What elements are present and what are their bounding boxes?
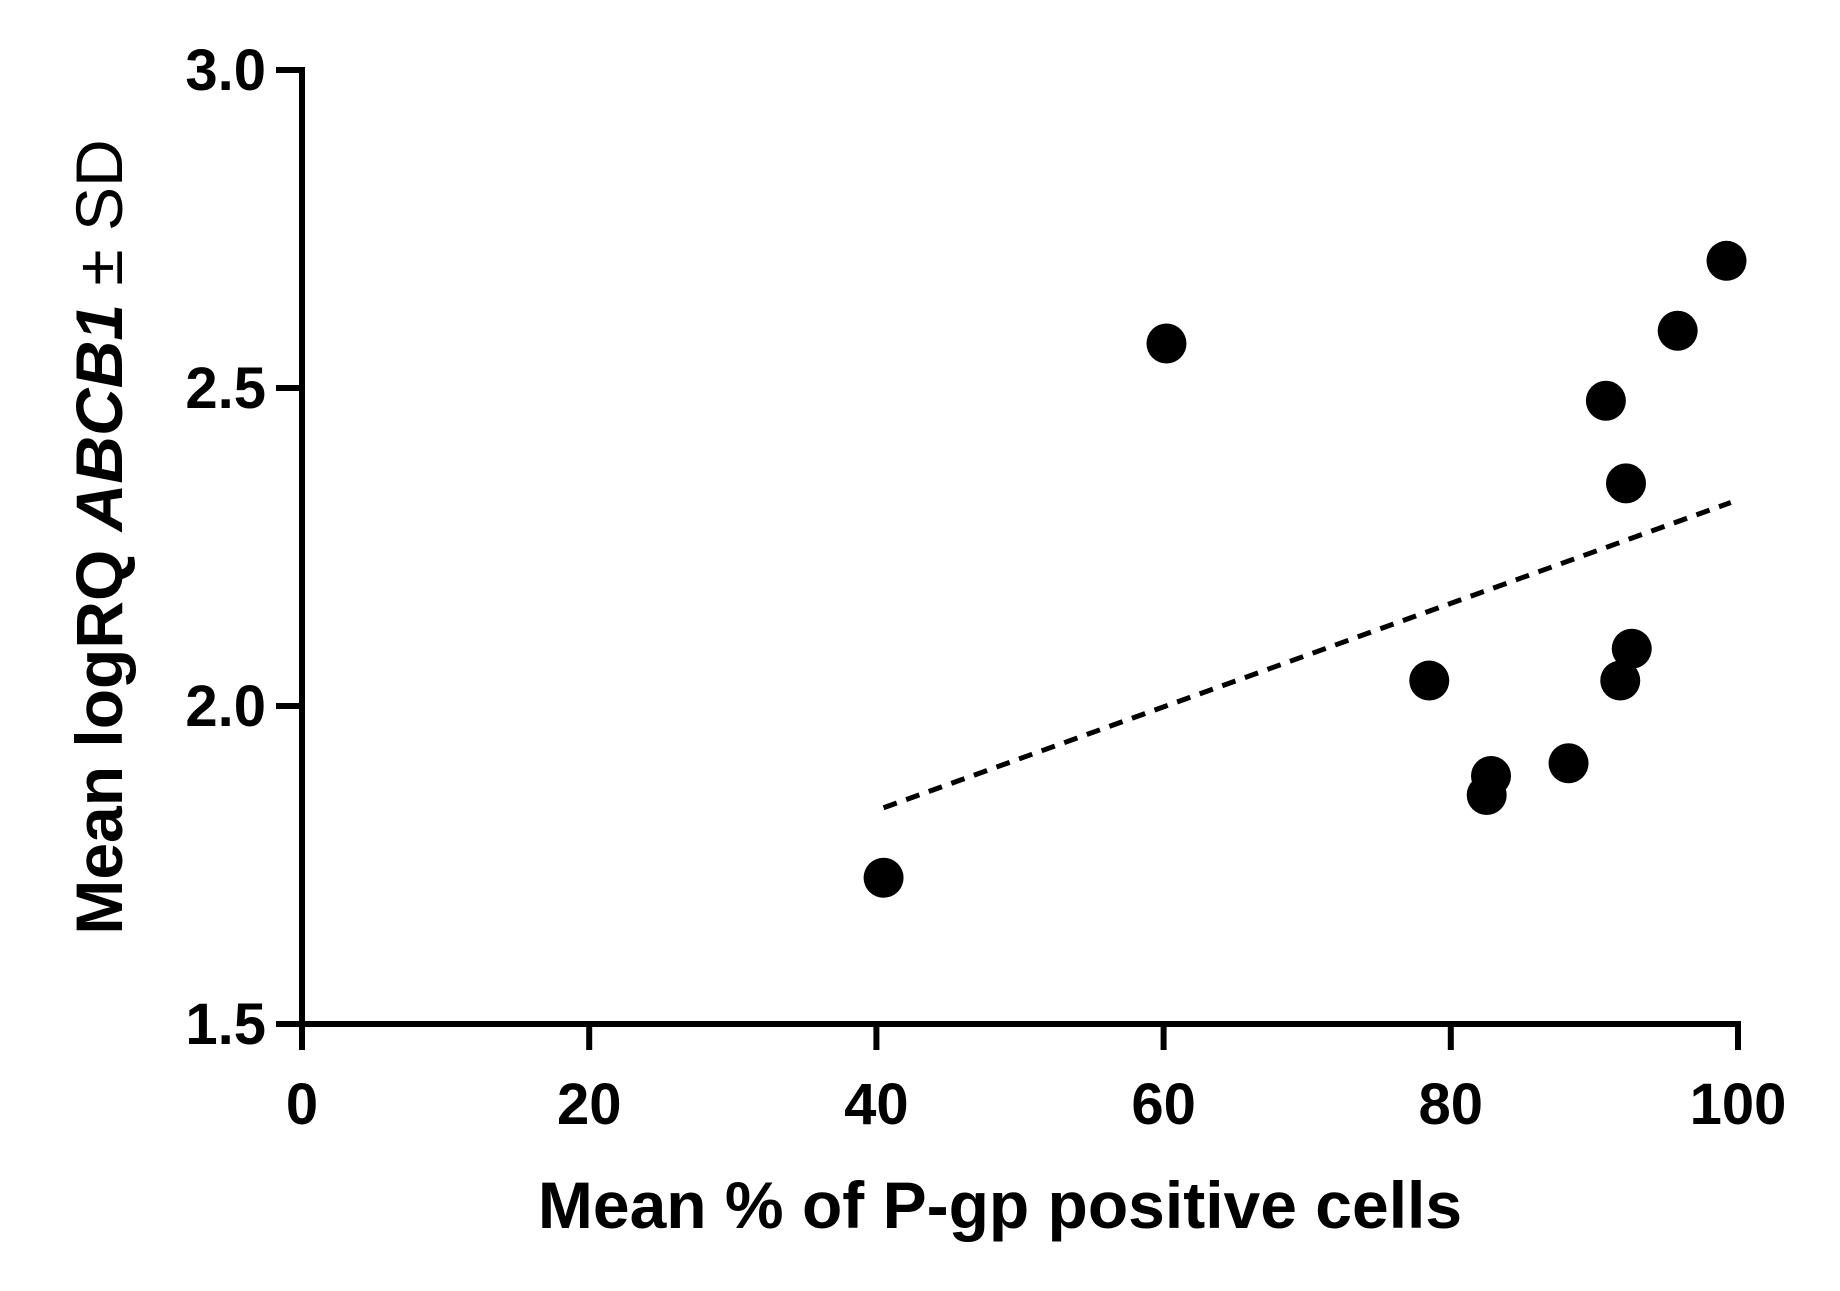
data-point [1657, 310, 1698, 351]
data-point [1548, 743, 1589, 784]
data-point [1605, 463, 1646, 504]
y-tick-label: 3.0 [185, 38, 266, 103]
data-point [1600, 660, 1641, 701]
data-point [1409, 660, 1450, 701]
x-tick-label: 40 [844, 1072, 909, 1137]
y-axis-ticks: 1.5 2.0 2.5 3.0 [185, 38, 302, 1057]
x-tick-label: 0 [286, 1072, 318, 1137]
x-tick-label: 80 [1419, 1072, 1484, 1137]
x-tick-label: 60 [1131, 1072, 1196, 1137]
data-points [863, 240, 1747, 898]
y-axis-title: Mean logRQ ABCB1 ± SD [62, 139, 136, 934]
data-point [1611, 628, 1652, 669]
axes [299, 67, 1741, 1027]
data-point [1146, 323, 1187, 364]
x-tick-label: 100 [1690, 1072, 1787, 1137]
y-tick-label: 2.0 [185, 674, 266, 739]
x-tick-label: 20 [557, 1072, 622, 1137]
data-point [1706, 240, 1747, 281]
trendline [882, 500, 1732, 811]
x-axis-ticks: 0 20 40 60 80 100 [286, 1024, 1787, 1137]
x-axis-title: Mean % of P-gp positive cells [538, 1168, 1462, 1242]
data-point [1585, 380, 1626, 421]
trendline-group [882, 500, 1732, 811]
data-point [863, 857, 904, 898]
y-tick-label: 1.5 [185, 992, 266, 1057]
y-axis-title-prefix: Mean logRQ [62, 531, 136, 934]
y-axis-title-suffix: ± SD [62, 139, 136, 304]
data-point [1471, 755, 1512, 796]
y-axis-title-gene: ABCB1 [62, 304, 136, 533]
y-tick-label: 2.5 [185, 356, 266, 421]
